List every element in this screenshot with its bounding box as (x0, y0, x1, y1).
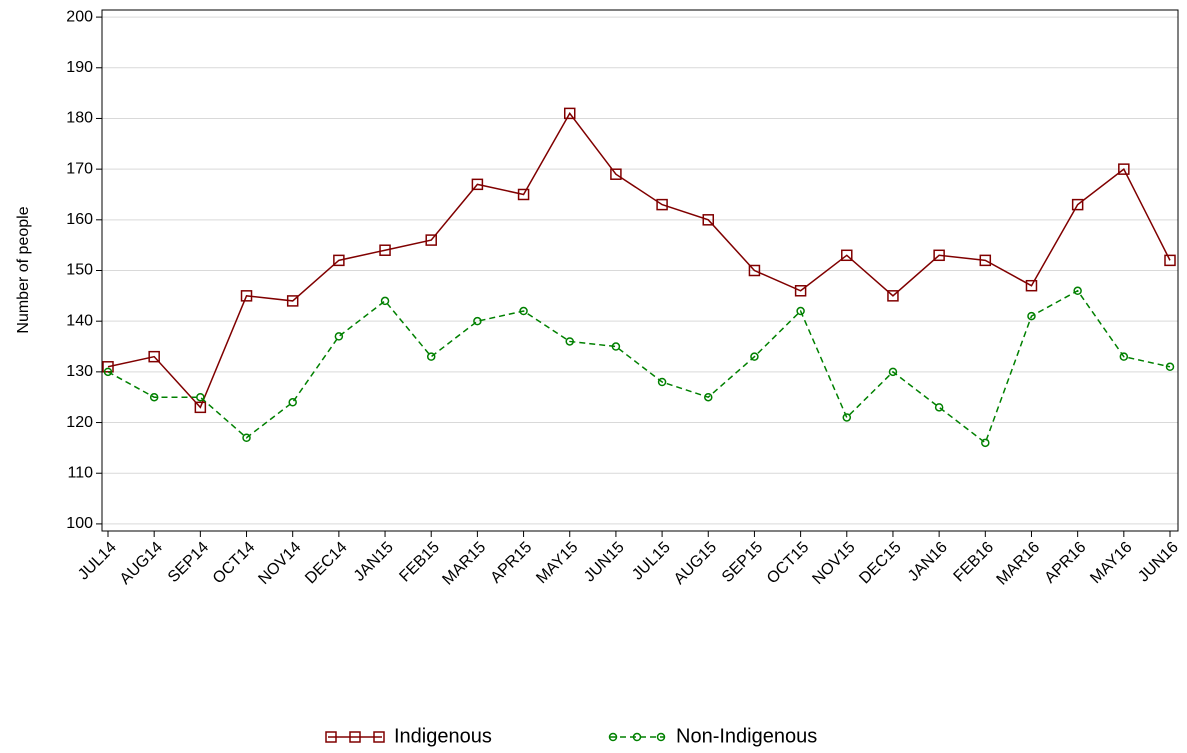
data-point (611, 342, 621, 351)
data-point (657, 377, 667, 387)
data-point (979, 254, 992, 267)
y-tick-label: 160 (66, 211, 93, 228)
data-point (240, 290, 253, 302)
y-tick-label: 140 (66, 312, 93, 329)
y-tick-label: 100 (66, 515, 93, 532)
x-tick-label: AUG14 (117, 539, 166, 588)
data-point (1165, 362, 1175, 372)
x-tick-label: JUN16 (1135, 539, 1182, 586)
data-point (103, 367, 113, 377)
y-tick-label: 110 (67, 464, 93, 481)
data-point (379, 244, 391, 256)
data-point (1071, 198, 1084, 211)
data-point (1025, 279, 1038, 292)
x-tick-label: JUL15 (629, 539, 674, 584)
legend-marker (608, 732, 618, 742)
data-point (196, 392, 205, 402)
x-tick-label: APR16 (1042, 539, 1090, 587)
y-axis-label: Number of people (15, 206, 32, 333)
y-tick-label: 200 (66, 8, 93, 25)
data-point (1073, 286, 1082, 296)
x-tick-label: JAN16 (905, 539, 951, 585)
y-tick-label: 120 (66, 414, 93, 431)
y-tick-label: 150 (66, 262, 93, 279)
x-tick-label: NOV14 (255, 539, 304, 588)
data-point (242, 433, 251, 442)
legend-marker (373, 731, 385, 743)
x-tick-label: FEB16 (951, 539, 998, 586)
data-point (517, 188, 530, 201)
y-tick-label: 130 (66, 363, 93, 380)
data-point (286, 295, 299, 307)
data-point (149, 392, 159, 402)
data-point (888, 367, 898, 377)
y-tick-label: 170 (66, 160, 93, 177)
x-tick-label: APR15 (488, 539, 536, 587)
data-point (933, 249, 945, 262)
legend-marker (656, 732, 666, 742)
legend-label: Indigenous (394, 725, 492, 747)
legend-label: Non-Indigenous (676, 725, 817, 747)
x-tick-label: MAR16 (994, 539, 1044, 589)
data-point (102, 361, 114, 373)
series-line (107, 112, 1171, 409)
x-tick-label: MAY15 (533, 539, 581, 587)
data-point (426, 352, 436, 361)
data-point (796, 306, 805, 316)
data-point (563, 107, 576, 120)
series-line (107, 289, 1171, 445)
x-tick-label: OCT15 (764, 539, 813, 588)
y-tick-label: 180 (66, 110, 93, 127)
x-tick-label: MAR15 (439, 539, 489, 589)
data-point (1164, 254, 1176, 267)
data-point (425, 234, 437, 246)
data-point (887, 290, 899, 302)
x-tick-label: DEC14 (302, 539, 351, 588)
data-point (656, 198, 668, 211)
data-point (981, 438, 990, 448)
data-point (750, 352, 759, 361)
y-tick-label: 190 (66, 59, 93, 76)
data-point (1119, 352, 1129, 361)
data-point (748, 264, 761, 277)
data-point (288, 398, 297, 407)
legend-marker (632, 732, 642, 742)
data-point (842, 413, 852, 422)
data-point (194, 401, 207, 414)
x-tick-label: DEC15 (856, 539, 905, 588)
x-tick-label: NOV15 (809, 539, 858, 588)
legend-marker (325, 731, 337, 743)
data-point (702, 214, 715, 226)
data-point (148, 350, 160, 363)
data-point (794, 285, 807, 297)
x-tick-label: OCT14 (210, 539, 259, 588)
data-point (1118, 163, 1130, 175)
data-point (1027, 311, 1036, 321)
x-tick-label: JUN15 (581, 539, 628, 586)
data-point (934, 403, 944, 412)
x-tick-label: SEP15 (719, 539, 766, 586)
data-point (841, 249, 853, 262)
data-point (471, 178, 484, 191)
x-tick-label: MAY16 (1087, 539, 1135, 587)
legend-marker (349, 731, 361, 743)
data-point (610, 168, 622, 180)
x-tick-label: AUG15 (671, 539, 720, 588)
data-point (519, 306, 528, 316)
data-point (704, 392, 713, 402)
plot-frame (101, 9, 1179, 532)
data-point (333, 254, 345, 267)
x-tick-label: JAN15 (351, 539, 397, 585)
x-tick-label: JUL14 (75, 539, 120, 584)
data-point (380, 296, 390, 306)
data-point (473, 316, 482, 326)
x-tick-label: FEB15 (396, 539, 443, 586)
data-point (565, 337, 574, 346)
data-point (334, 332, 344, 341)
x-tick-label: SEP14 (165, 539, 212, 586)
